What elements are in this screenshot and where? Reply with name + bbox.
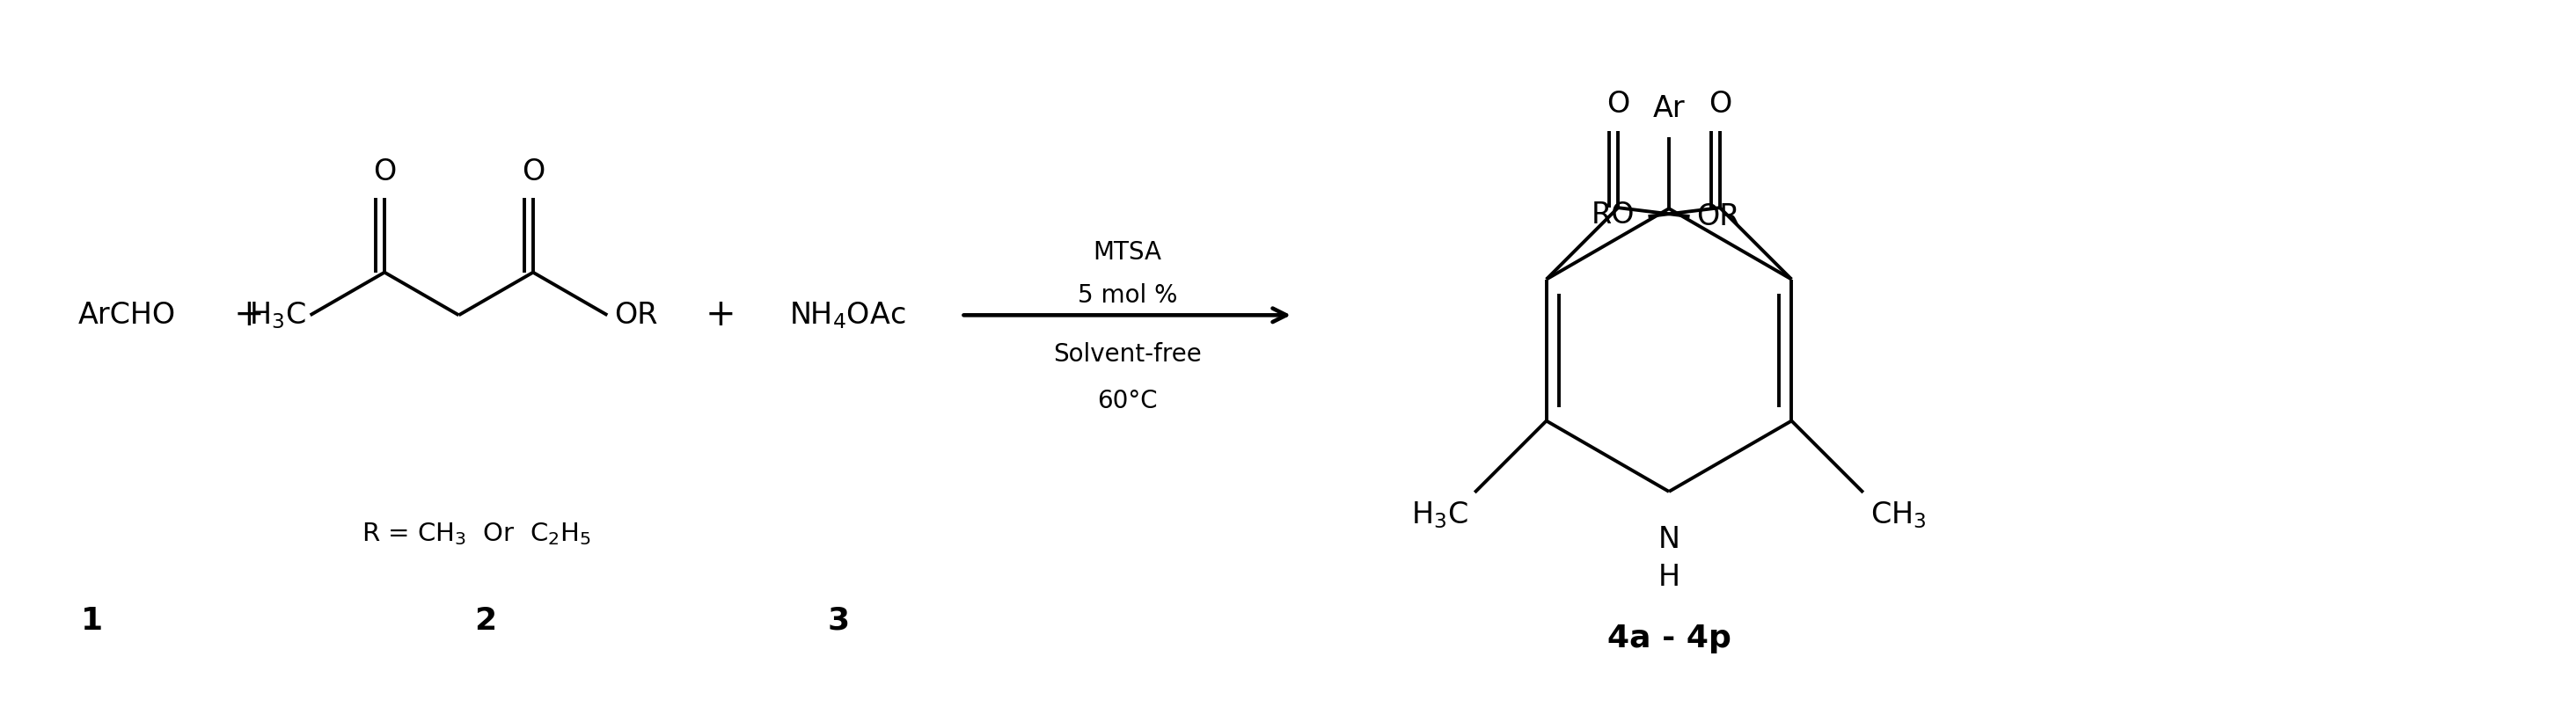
Text: Solvent-free: Solvent-free xyxy=(1054,342,1200,367)
Text: +: + xyxy=(234,297,265,334)
Text: O: O xyxy=(374,157,397,187)
Text: O: O xyxy=(1708,90,1731,119)
Text: ArCHO: ArCHO xyxy=(77,300,175,330)
Text: O: O xyxy=(1607,90,1631,119)
Text: OR: OR xyxy=(613,300,657,330)
Text: CH$_3$: CH$_3$ xyxy=(1870,500,1927,530)
Text: 4a - 4p: 4a - 4p xyxy=(1607,623,1731,654)
Text: +: + xyxy=(706,297,737,334)
Text: RO: RO xyxy=(1592,200,1636,230)
Text: 2: 2 xyxy=(474,606,497,636)
Text: 5 mol %: 5 mol % xyxy=(1077,284,1177,308)
Text: OR: OR xyxy=(1698,202,1741,231)
Text: H$_3$C: H$_3$C xyxy=(250,300,307,330)
Text: R = CH$_3$  Or  C$_2$H$_5$: R = CH$_3$ Or C$_2$H$_5$ xyxy=(361,521,590,546)
Text: Ar: Ar xyxy=(1654,94,1685,124)
Text: 3: 3 xyxy=(827,606,850,636)
Text: MTSA: MTSA xyxy=(1092,240,1162,265)
Text: 1: 1 xyxy=(80,606,103,636)
Text: N: N xyxy=(1659,525,1680,554)
Text: H$_3$C: H$_3$C xyxy=(1412,500,1468,530)
Text: NH$_4$OAc: NH$_4$OAc xyxy=(788,300,907,330)
Text: O: O xyxy=(520,157,544,187)
Text: H: H xyxy=(1659,563,1680,592)
Text: 60°C: 60°C xyxy=(1097,388,1157,413)
